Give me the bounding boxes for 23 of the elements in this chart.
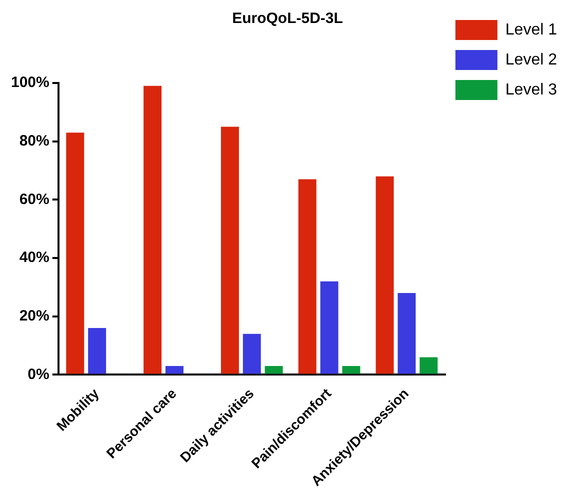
bar bbox=[298, 179, 316, 374]
bar bbox=[242, 334, 261, 374]
bar bbox=[88, 328, 106, 374]
bar bbox=[320, 281, 338, 374]
bar bbox=[144, 86, 162, 374]
bar bbox=[66, 132, 84, 374]
chart-title: EuroQoL-5D-3L bbox=[232, 10, 343, 28]
bar bbox=[165, 366, 184, 374]
legend-label: Level 1 bbox=[505, 21, 558, 38]
y-tick-label: 80% bbox=[19, 132, 50, 150]
y-tick-label: 40% bbox=[19, 249, 50, 266]
bar bbox=[398, 293, 416, 374]
y-tick-label: 20% bbox=[19, 307, 50, 324]
y-tick-label: 60% bbox=[19, 190, 50, 208]
bar bbox=[264, 366, 283, 374]
y-tick-label: 100% bbox=[10, 74, 50, 92]
legend-label: Level 2 bbox=[505, 51, 558, 68]
bar bbox=[220, 126, 239, 374]
y-tick-label: 0% bbox=[28, 366, 50, 383]
legend-label: Level 3 bbox=[505, 81, 558, 98]
bar bbox=[376, 176, 394, 374]
bar bbox=[420, 357, 438, 374]
bar bbox=[342, 366, 360, 374]
